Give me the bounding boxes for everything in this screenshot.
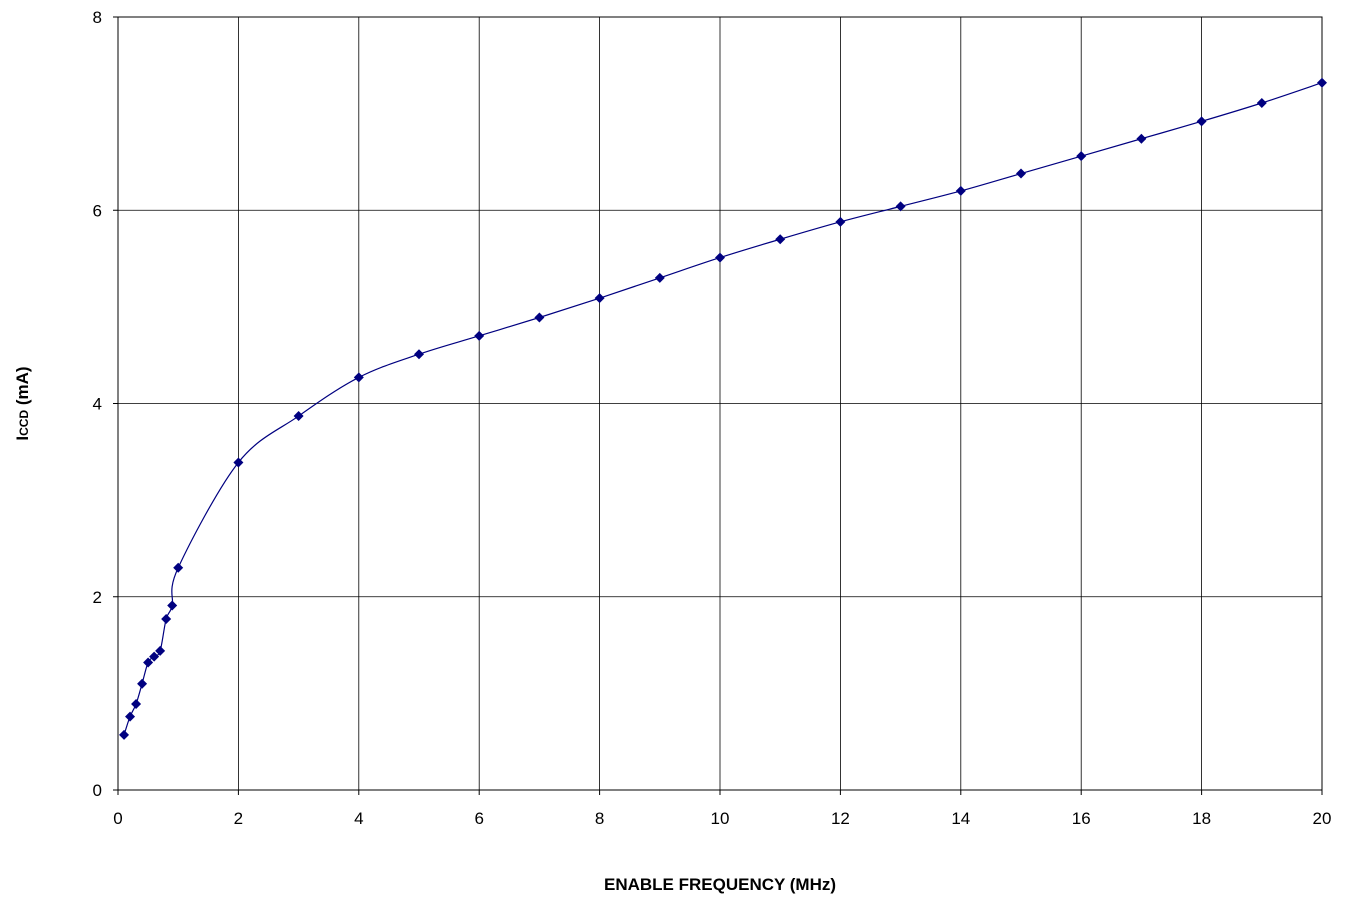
data-point-marker bbox=[775, 234, 786, 245]
x-tick-label: 20 bbox=[1313, 809, 1332, 828]
data-point-marker bbox=[474, 330, 485, 341]
x-tick-label: 4 bbox=[354, 809, 363, 828]
y-axis-title-subscript: CCD bbox=[17, 410, 31, 436]
data-point-marker bbox=[534, 312, 545, 323]
data-point-marker bbox=[161, 613, 172, 624]
x-tick-label: 0 bbox=[113, 809, 122, 828]
x-tick-label: 14 bbox=[951, 809, 970, 828]
data-point-marker bbox=[149, 651, 160, 662]
data-point-marker bbox=[654, 272, 665, 283]
data-point-marker bbox=[594, 293, 605, 304]
data-point-marker bbox=[167, 600, 178, 611]
y-axis-title-main: I bbox=[13, 436, 32, 441]
data-point-marker bbox=[1136, 133, 1147, 144]
x-tick-label: 8 bbox=[595, 809, 604, 828]
x-tick-labels: 0 2 4 6 8 10 12 14 16 18 20 bbox=[113, 790, 1331, 828]
series-line bbox=[123, 82, 1323, 736]
data-point-marker bbox=[143, 657, 154, 668]
x-tick-label: 12 bbox=[831, 809, 850, 828]
y-tick-labels: 0 2 4 6 8 bbox=[93, 8, 118, 800]
y-tick-label: 2 bbox=[93, 588, 102, 607]
y-tick-label: 6 bbox=[93, 201, 102, 220]
y-axis-title-unit: (mA) bbox=[13, 366, 32, 409]
data-point-marker bbox=[173, 562, 184, 573]
data-point-marker bbox=[414, 349, 424, 360]
data-point-marker bbox=[119, 729, 130, 740]
data-point-marker bbox=[835, 216, 846, 227]
data-point-marker bbox=[1256, 97, 1267, 108]
y-tick-label: 8 bbox=[93, 8, 102, 27]
data-point-marker bbox=[125, 711, 136, 722]
data-point-marker bbox=[955, 185, 966, 196]
data-point-marker bbox=[1076, 151, 1087, 162]
x-tick-label: 18 bbox=[1192, 809, 1211, 828]
data-point-marker bbox=[293, 411, 304, 422]
x-tick-label: 6 bbox=[474, 809, 483, 828]
data-point-marker bbox=[715, 252, 725, 263]
data-point-marker bbox=[1317, 77, 1327, 88]
data-point-marker bbox=[137, 678, 148, 689]
data-point-marker bbox=[353, 372, 364, 383]
data-markers bbox=[119, 77, 1327, 740]
x-tick-label: 16 bbox=[1072, 809, 1091, 828]
data-point-marker bbox=[131, 699, 142, 710]
x-tick-label: 10 bbox=[711, 809, 730, 828]
data-point-marker bbox=[895, 201, 906, 212]
y-tick-label: 0 bbox=[93, 781, 102, 800]
x-tick-label: 2 bbox=[234, 809, 243, 828]
grid-lines bbox=[117, 16, 1323, 791]
y-axis-title: ICCD (mA) bbox=[13, 366, 32, 440]
data-point-marker bbox=[1016, 168, 1026, 179]
y-tick-label: 4 bbox=[93, 395, 102, 414]
x-axis-title: ENABLE FREQUENCY (MHz) bbox=[604, 875, 836, 894]
data-point-marker bbox=[1196, 116, 1207, 127]
data-point-marker bbox=[233, 457, 244, 468]
data-point-marker bbox=[155, 645, 166, 656]
